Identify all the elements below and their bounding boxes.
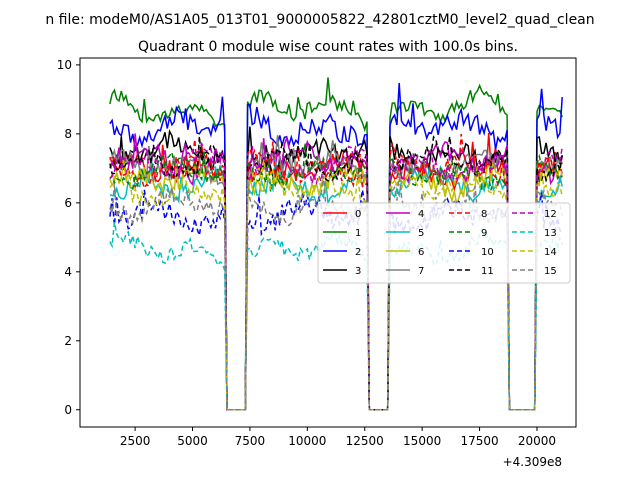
legend-label-11: 11 <box>481 266 494 277</box>
series-line-2 <box>109 82 563 411</box>
x-tick-label: 15000 <box>403 434 441 448</box>
x-tick-label: 20000 <box>518 434 556 448</box>
series-line-14 <box>109 159 563 411</box>
legend-label-8: 8 <box>481 209 487 220</box>
legend-label-3: 3 <box>355 266 361 277</box>
figure-suptitle: n file: modeM0/AS1A05_013T01_9000005822_… <box>45 12 594 28</box>
legend-label-10: 10 <box>481 247 494 258</box>
y-tick-label: 10 <box>57 58 72 72</box>
y-tick-label: 2 <box>64 334 72 348</box>
x-tick-label: 2500 <box>120 434 151 448</box>
legend-label-14: 14 <box>544 247 557 258</box>
x-tick-label: 5000 <box>177 434 208 448</box>
legend-label-15: 15 <box>544 266 557 277</box>
legend-label-0: 0 <box>355 209 361 220</box>
y-axis: 0 2 4 6 8 10 <box>57 58 80 417</box>
y-tick-label: 4 <box>64 265 72 279</box>
legend-label-7: 7 <box>418 266 424 277</box>
series-line-8 <box>109 133 563 411</box>
chart-title: Quadrant 0 module wise count rates with … <box>138 39 518 55</box>
x-offset-label: +4.309e8 <box>503 455 562 469</box>
x-tick-label: 10000 <box>288 434 326 448</box>
x-tick-label: 7500 <box>235 434 266 448</box>
legend-label-9: 9 <box>481 228 487 239</box>
legend-label-12: 12 <box>544 209 557 220</box>
y-tick-label: 6 <box>64 196 72 210</box>
plot-frame <box>79 57 577 428</box>
x-tick-label: 17500 <box>460 434 498 448</box>
legend-label-4: 4 <box>418 209 424 220</box>
series-line-9 <box>109 142 563 411</box>
x-axis: 2500 5000 7500 10000 12500 15000 17500 20000 <box>120 427 556 448</box>
series-line-12 <box>109 141 563 411</box>
legend-label-13: 13 <box>544 228 557 239</box>
legend-box <box>317 202 571 284</box>
legend-label-6: 6 <box>418 247 424 258</box>
legend-label-2: 2 <box>355 247 361 258</box>
series-line-11 <box>109 135 563 411</box>
series-layer <box>109 77 563 411</box>
y-tick-label: 0 <box>64 403 72 417</box>
series-line-6 <box>109 158 563 411</box>
x-tick-label: 12500 <box>346 434 384 448</box>
y-tick-label: 8 <box>64 127 72 141</box>
legend-label-1: 1 <box>355 228 361 239</box>
legend-label-5: 5 <box>418 228 424 239</box>
